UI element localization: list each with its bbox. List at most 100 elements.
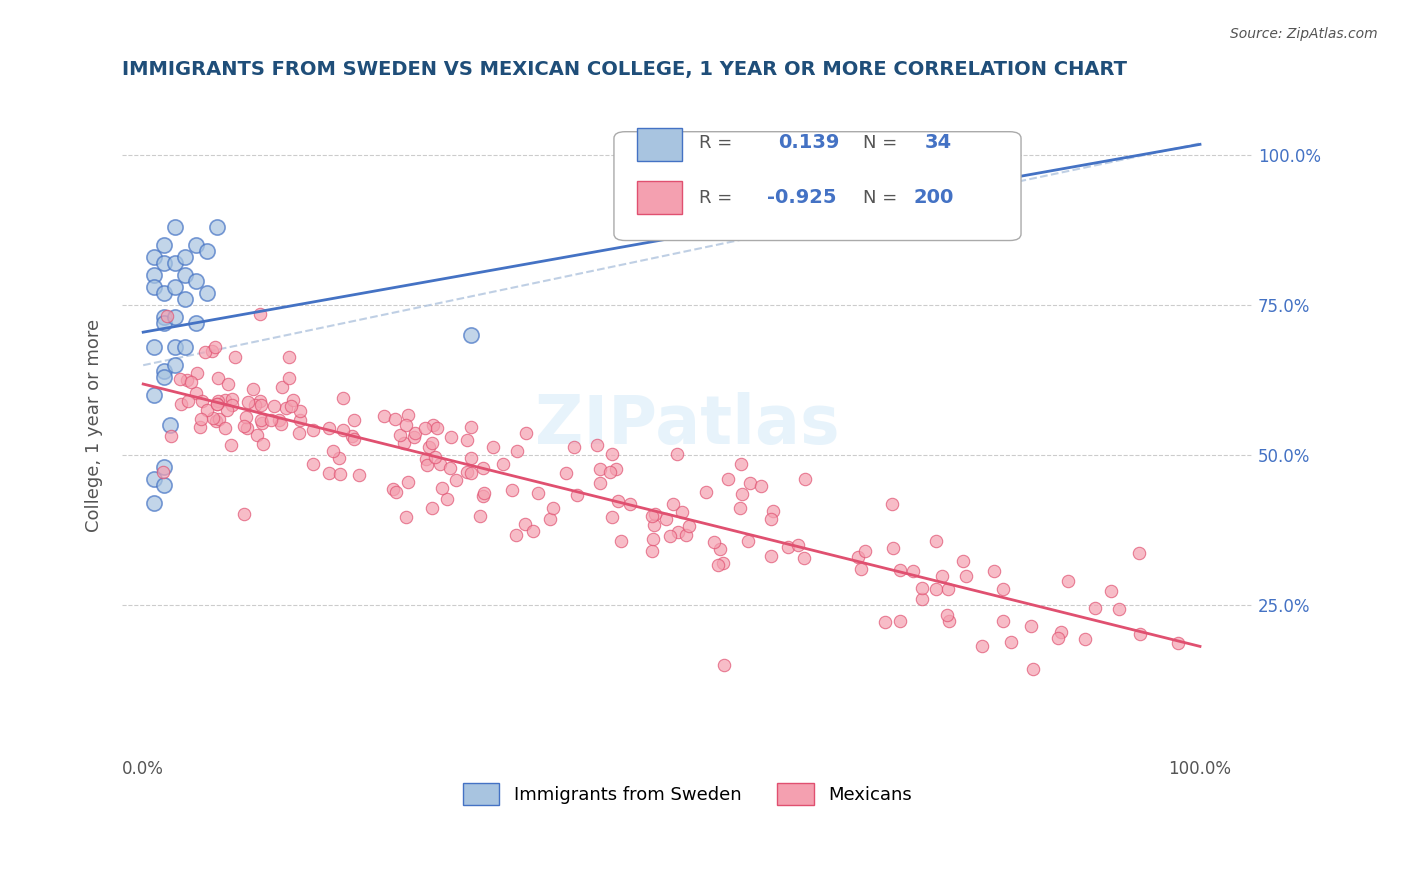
Text: ZIPatlas: ZIPatlas	[536, 392, 839, 458]
Mexicans	[740, 475, 762, 490]
Mexicans	[776, 541, 799, 555]
Mexicans	[695, 485, 717, 500]
Text: 200: 200	[914, 188, 955, 207]
Mexicans	[249, 307, 271, 321]
Mexicans	[666, 447, 689, 461]
Mexicans	[1129, 626, 1152, 640]
Mexicans	[910, 581, 932, 595]
Mexicans	[283, 392, 305, 407]
Legend: Immigrants from Sweden, Mexicans: Immigrants from Sweden, Mexicans	[456, 775, 920, 812]
Mexicans	[925, 534, 948, 549]
Immigrants from Sweden	[142, 388, 165, 402]
Mexicans	[846, 549, 869, 564]
Mexicans	[422, 417, 444, 432]
Mexicans	[246, 427, 269, 442]
Mexicans	[793, 472, 815, 486]
Immigrants from Sweden	[153, 460, 176, 475]
Mexicans	[589, 475, 612, 490]
Mexicans	[931, 568, 953, 582]
Mexicans	[219, 438, 242, 452]
Immigrants from Sweden	[142, 496, 165, 510]
Mexicans	[513, 517, 536, 532]
Mexicans	[193, 344, 215, 359]
Mexicans	[713, 556, 735, 570]
Mexicans	[201, 344, 224, 359]
Mexicans	[787, 538, 810, 552]
Mexicans	[713, 657, 735, 672]
Mexicans	[290, 404, 312, 418]
Immigrants from Sweden	[142, 250, 165, 264]
Mexicans	[589, 462, 612, 476]
Mexicans	[889, 615, 911, 629]
Mexicans	[263, 399, 285, 413]
Mexicans	[252, 437, 274, 451]
Bar	[637, 128, 682, 161]
Mexicans	[1167, 636, 1189, 650]
Mexicans	[288, 426, 311, 441]
Mexicans	[328, 451, 350, 466]
Mexicans	[221, 392, 243, 406]
Immigrants from Sweden	[153, 370, 176, 384]
Mexicans	[176, 373, 198, 387]
Mexicans	[402, 430, 425, 444]
Mexicans	[392, 436, 415, 450]
Mexicans	[610, 533, 633, 548]
Mexicans	[250, 417, 273, 431]
Mexicans	[440, 430, 463, 444]
Mexicans	[249, 393, 271, 408]
Mexicans	[460, 450, 482, 465]
Mexicans	[332, 391, 354, 405]
Mexicans	[952, 554, 974, 568]
Mexicans	[541, 501, 564, 516]
Mexicans	[236, 394, 259, 409]
Mexicans	[269, 413, 291, 427]
Mexicans	[600, 446, 623, 460]
Mexicans	[420, 500, 443, 515]
Mexicans	[662, 497, 685, 511]
Mexicans	[728, 501, 751, 516]
Immigrants from Sweden	[142, 340, 165, 354]
Mexicans	[606, 493, 628, 508]
Mexicans	[619, 497, 641, 511]
Mexicans	[911, 592, 934, 607]
Mexicans	[430, 481, 453, 495]
Mexicans	[472, 486, 495, 500]
Mexicans	[515, 425, 537, 440]
Mexicans	[439, 461, 461, 475]
Text: R =: R =	[699, 188, 733, 207]
Mexicans	[759, 549, 782, 563]
Mexicans	[249, 413, 271, 427]
Mexicans	[436, 491, 458, 506]
Mexicans	[384, 411, 406, 425]
Immigrants from Sweden	[174, 268, 197, 283]
Mexicans	[176, 393, 198, 408]
Immigrants from Sweden	[184, 274, 207, 288]
Mexicans	[482, 440, 505, 454]
FancyBboxPatch shape	[614, 132, 1021, 241]
Immigrants from Sweden	[153, 316, 176, 330]
Mexicans	[600, 509, 623, 524]
Mexicans	[991, 614, 1014, 628]
Mexicans	[420, 435, 443, 450]
Text: N =: N =	[863, 134, 897, 152]
Mexicans	[205, 397, 228, 411]
Mexicans	[761, 512, 783, 526]
Mexicans	[322, 444, 344, 458]
Mexicans	[522, 524, 544, 538]
Immigrants from Sweden	[153, 310, 176, 325]
Mexicans	[394, 417, 416, 432]
Mexicans	[641, 509, 664, 524]
Mexicans	[925, 582, 948, 596]
Mexicans	[329, 467, 352, 481]
Mexicans	[505, 528, 527, 542]
Immigrants from Sweden	[163, 310, 186, 325]
Mexicans	[415, 451, 437, 466]
Mexicans	[415, 421, 437, 435]
Mexicans	[152, 465, 174, 479]
Y-axis label: College, 1 year or more: College, 1 year or more	[86, 318, 103, 532]
Mexicans	[935, 607, 957, 622]
Mexicans	[554, 466, 576, 480]
Mexicans	[737, 534, 759, 549]
Text: R =: R =	[699, 134, 733, 152]
Mexicans	[471, 489, 494, 503]
